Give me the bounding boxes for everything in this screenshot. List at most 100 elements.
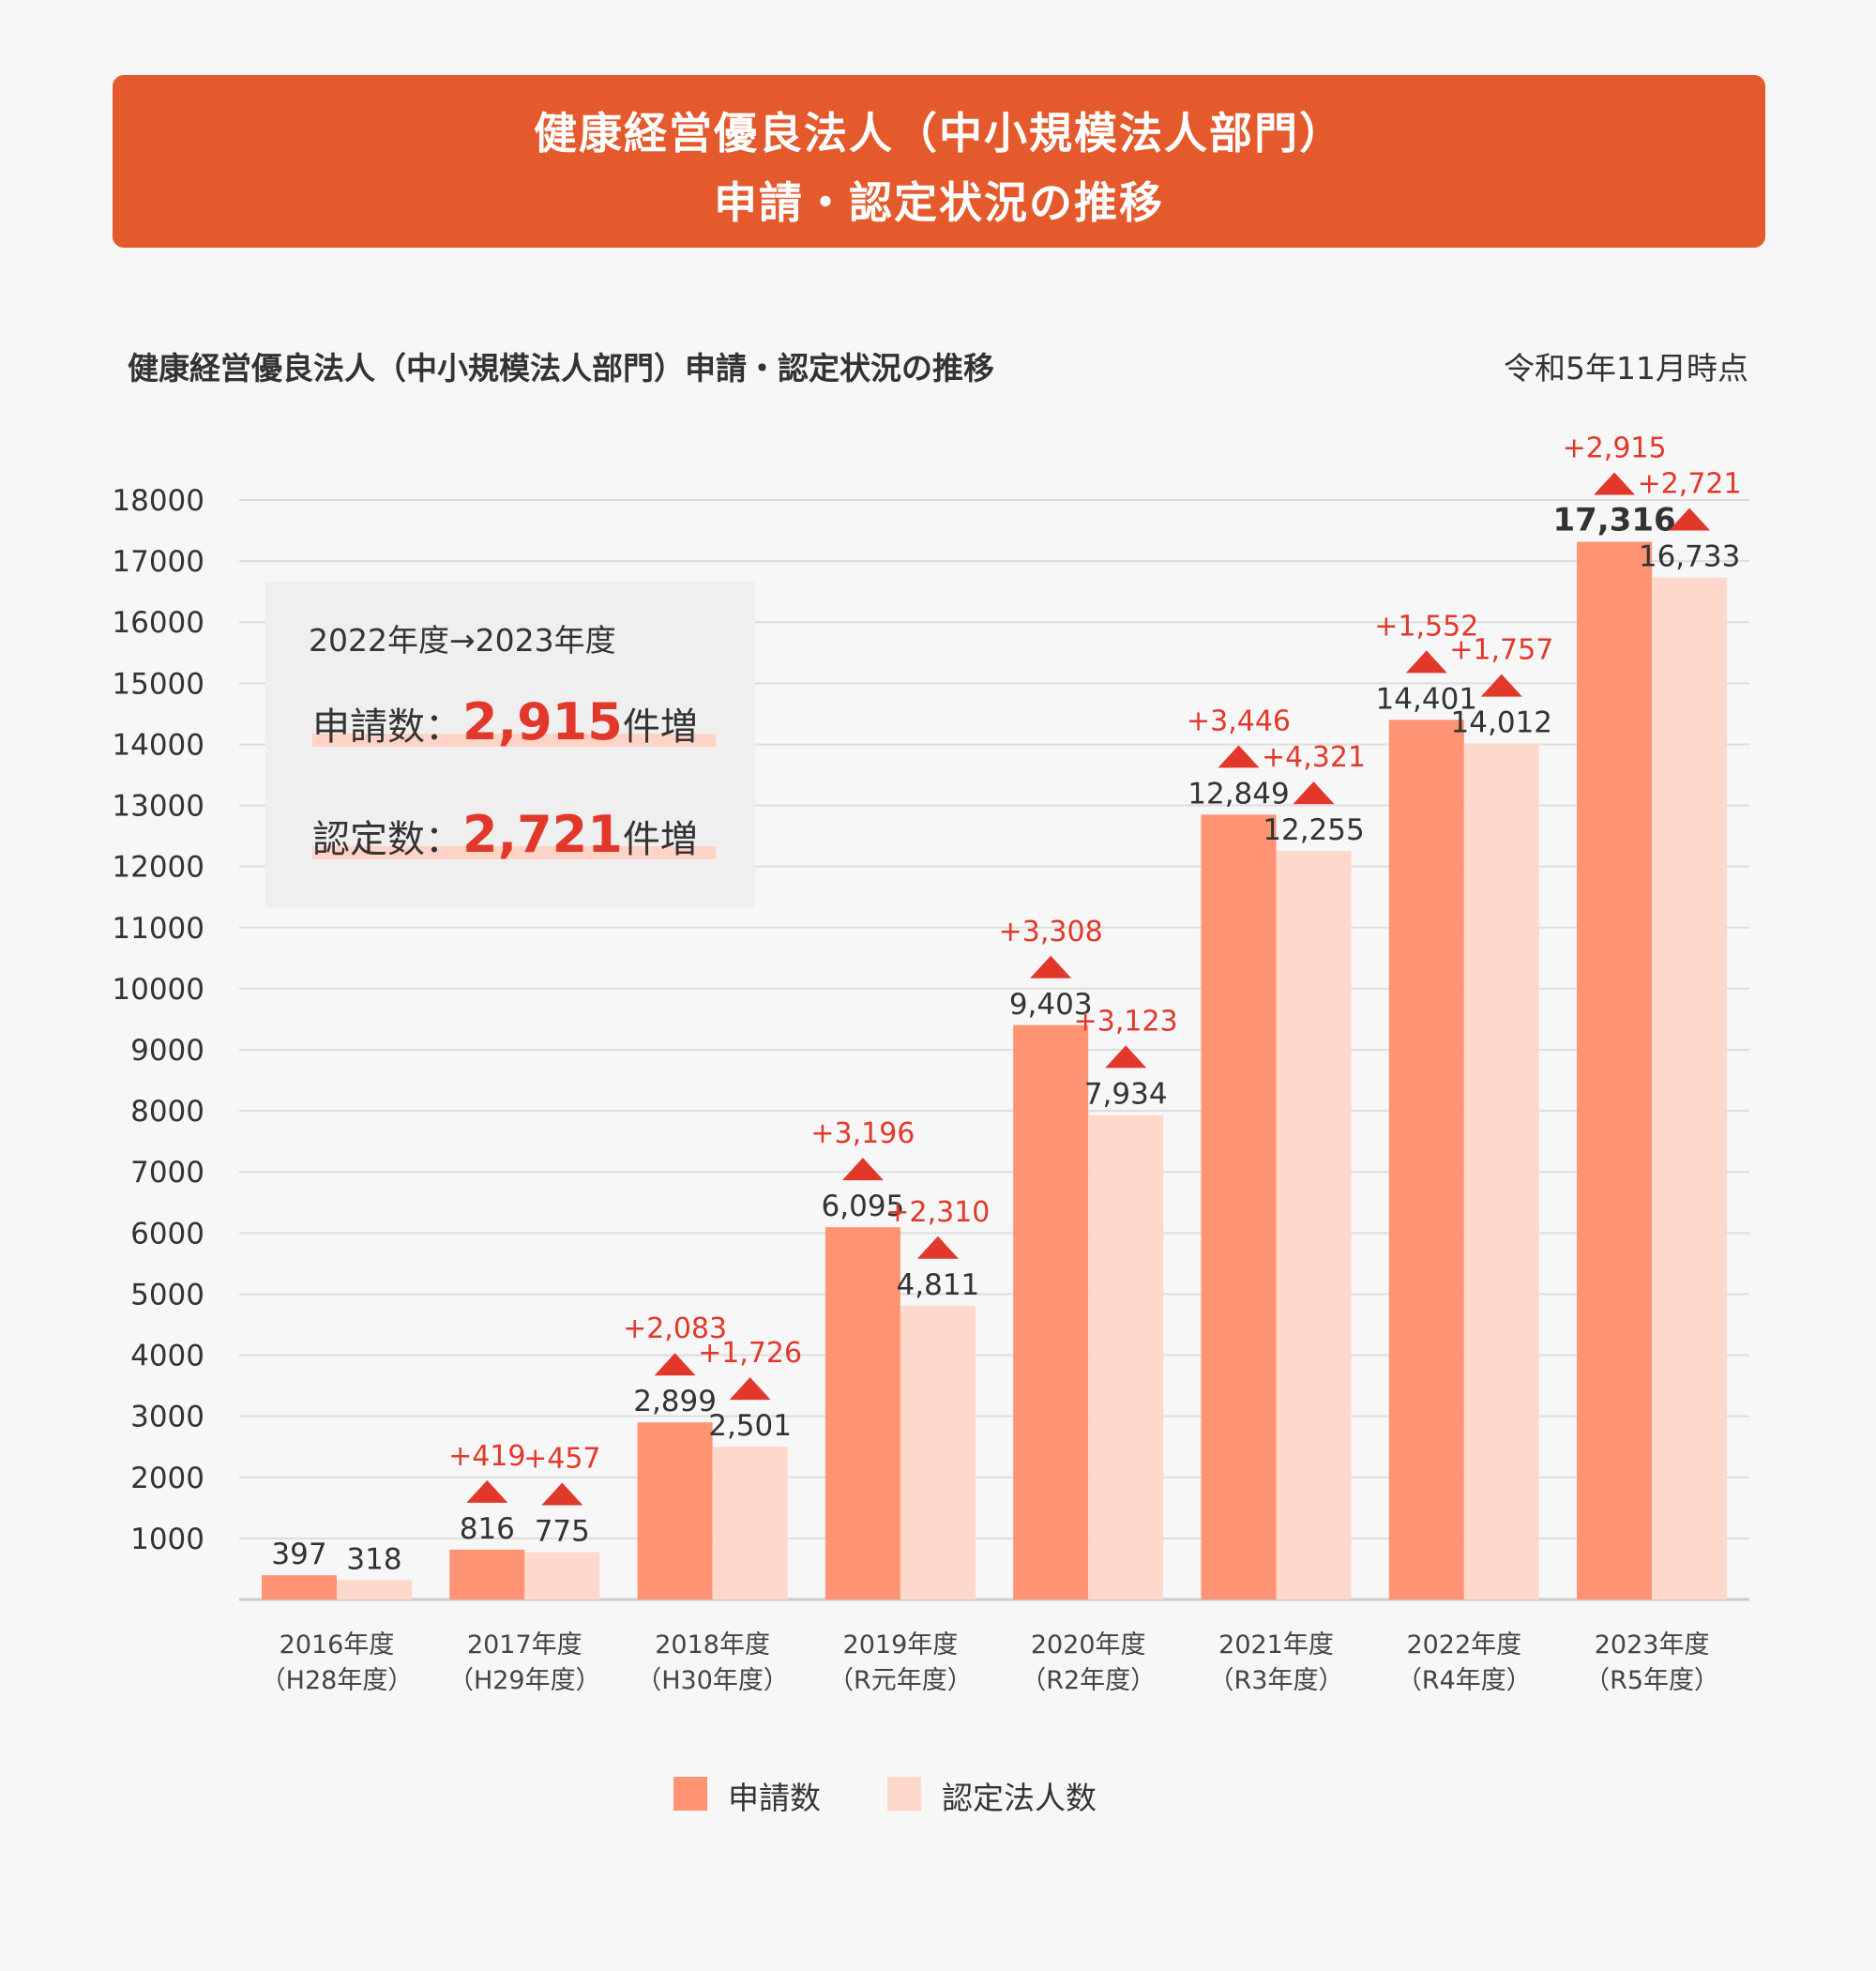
y-tick-label: 6000 [130,1217,204,1251]
increase-label: +4,321 [1262,741,1366,774]
banner-title-line1: 健康経営優良法人（中小規模法人部門） [534,108,1344,159]
bar-applications [262,1575,337,1600]
summary-certified-label: 認定数： [312,818,462,861]
data-label: 17,316 [1552,502,1675,539]
x-tick-label: 2016年度 [280,1630,395,1660]
increase-triangle [841,1158,884,1181]
x-tick-label: 2021年度 [1218,1630,1334,1660]
chart-title: 健康経営優良法人（中小規模法人部門）申請・認定状況の推移 [128,350,994,387]
data-label: 816 [460,1512,515,1546]
data-label: 9,403 [1009,988,1093,1022]
y-tick-label: 12000 [112,851,204,885]
y-tick-label: 8000 [130,1095,204,1129]
summary-applications-value: 2,915 [462,692,623,751]
x-tick-label: 2022年度 [1406,1630,1521,1660]
increase-label: +1,552 [1374,610,1478,643]
as-of-date: 令和5年11月時点 [1504,350,1748,387]
y-tick-label: 1000 [130,1523,204,1556]
bar-applications [637,1422,713,1600]
increase-triangle [1293,781,1335,805]
bar-applications [1201,814,1277,1600]
data-label: 4,811 [897,1268,980,1302]
bar-certified [337,1580,412,1600]
summary-certified-suffix: 件増 [622,818,698,861]
increase-label: +2,310 [885,1196,990,1229]
increase-label: +1,757 [1449,634,1553,667]
y-tick-label: 15000 [112,667,204,701]
data-label: 12,255 [1263,813,1364,847]
summary-applications-suffix: 件増 [622,705,698,749]
x-tick-sublabel: （R2年度） [1021,1666,1156,1695]
bar-certified [1652,577,1728,1600]
data-label: 14,012 [1451,706,1552,740]
bar-applications [449,1549,525,1600]
y-tick-label: 18000 [112,484,204,518]
increase-triangle [729,1377,771,1401]
y-tick-label: 7000 [130,1156,204,1190]
legend-swatch-applications [673,1777,707,1811]
increase-label: +419 [448,1440,525,1473]
increase-triangle [1669,508,1711,531]
bar-applications [825,1227,900,1600]
increase-label: +3,308 [999,916,1103,948]
y-tick-label: 10000 [112,973,204,1007]
data-label: 14,401 [1376,682,1477,716]
x-tick-sublabel: （R3年度） [1209,1666,1344,1695]
x-tick-sublabel: （H30年度） [636,1666,789,1695]
x-tick-sublabel: （R5年度） [1584,1666,1719,1695]
increase-triangle [1594,472,1636,495]
x-tick-label: 2017年度 [467,1630,582,1660]
highlight-bar [312,734,716,747]
y-tick-label: 14000 [112,728,204,762]
summary-certified-row: 認定数：2,721件増 [312,805,716,865]
x-tick-sublabel: （H29年度） [448,1666,601,1695]
bar-certified [524,1552,600,1600]
data-label: 2,501 [708,1409,792,1443]
increase-triangle [654,1353,696,1376]
y-tick-label: 2000 [130,1462,204,1495]
legend-swatch-certified [887,1777,921,1811]
increase-triangle [466,1479,508,1503]
bar-certified [1088,1114,1164,1600]
legend-label-applications: 申請数 [728,1780,821,1816]
x-tick-label: 2020年度 [1031,1630,1146,1660]
y-tick-label: 17000 [112,545,204,579]
increase-triangle [1218,745,1260,768]
banner-title-line2: 申請・認定状況の推移 [714,177,1164,228]
summary-box: 2022年度→2023年度 申請数：2,915件増 認定数：2,721件増 [265,582,755,908]
data-label: 6,095 [822,1190,905,1223]
increase-triangle [1030,955,1072,978]
y-tick-label: 5000 [130,1278,204,1311]
increase-triangle [1405,650,1447,674]
increase-triangle [541,1482,583,1506]
y-tick-label: 11000 [112,912,204,946]
increase-label: +3,446 [1187,705,1291,737]
x-tick-sublabel: （R4年度） [1397,1666,1532,1695]
data-label: 775 [535,1515,590,1549]
title-banner: 健康経営優良法人（中小規模法人部門） 申請・認定状況の推移 [113,75,1765,248]
increase-label: +457 [523,1443,600,1476]
y-tick-label: 4000 [130,1340,204,1373]
legend: 申請数 認定法人数 [0,1773,1876,1816]
bar-certified [1276,851,1352,1600]
y-tick-label: 13000 [112,790,204,824]
x-tick-label: 2023年度 [1595,1630,1710,1660]
x-tick-label: 2018年度 [655,1630,770,1660]
increase-triangle [1105,1045,1147,1069]
data-label: 7,934 [1084,1077,1168,1111]
data-label: 16,733 [1639,539,1740,573]
bar-applications [1013,1024,1089,1600]
highlight-bar [312,846,716,859]
data-label: 318 [346,1542,401,1576]
data-label: 397 [271,1538,326,1571]
increase-triangle [1480,674,1522,697]
increase-label: +2,083 [623,1312,727,1345]
summary-period: 2022年度→2023年度 [309,622,616,659]
summary-certified-value: 2,721 [462,805,623,864]
bar-applications [1388,720,1464,1600]
y-tick-label: 16000 [112,606,204,640]
bar-certified [900,1305,976,1600]
bar-certified [712,1447,788,1600]
data-label: 2,899 [633,1385,717,1418]
increase-label: +2,915 [1563,432,1667,465]
